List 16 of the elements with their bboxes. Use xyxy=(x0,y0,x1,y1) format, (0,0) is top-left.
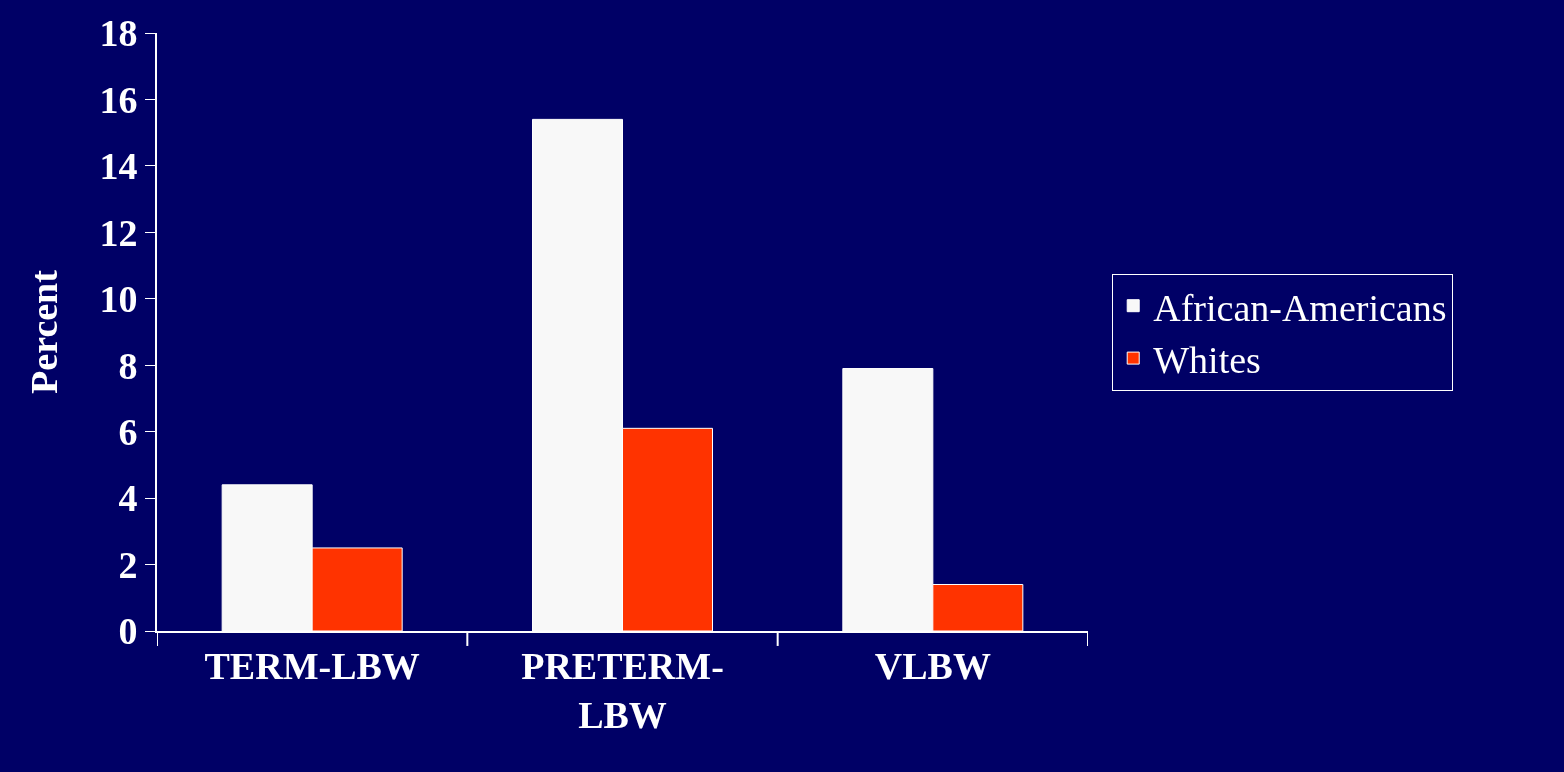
legend-label: Whites xyxy=(1153,338,1261,381)
y-tick-label: 8 xyxy=(118,344,138,387)
y-tick-label: 2 xyxy=(118,543,138,586)
y-tick-label: 0 xyxy=(118,610,138,653)
y-axis-title: Percent xyxy=(23,269,66,394)
y-tick-label: 14 xyxy=(99,145,138,188)
y-tick-label: 16 xyxy=(99,78,138,121)
x-tick-label: VLBW xyxy=(874,644,991,687)
y-tick-label: 4 xyxy=(118,477,138,520)
x-tick-label: TERM-LBW xyxy=(204,644,420,687)
y-tick-label: 6 xyxy=(118,410,138,453)
y-tick-label: 18 xyxy=(99,12,138,55)
y-tick-label: 10 xyxy=(99,278,138,321)
legend-label: African-Americans xyxy=(1153,286,1447,329)
x-tick-label: PRETERM-LBW xyxy=(521,644,724,736)
y-tick-label: 12 xyxy=(99,211,138,254)
